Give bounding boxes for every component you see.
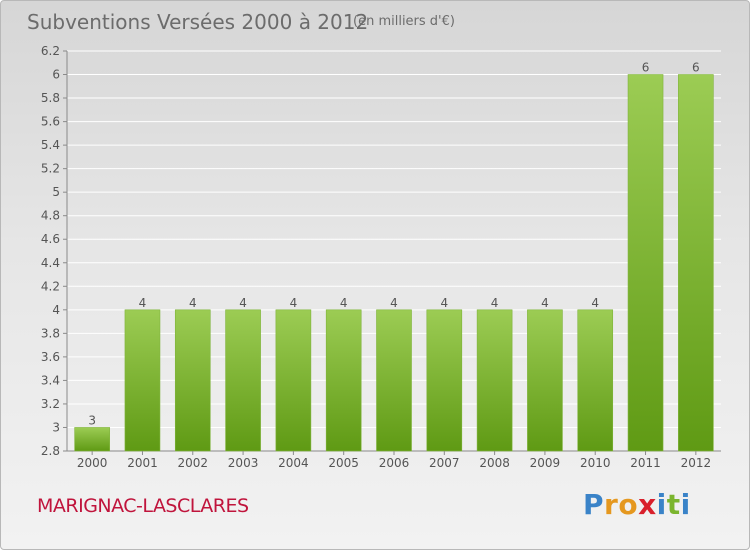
x-tick-label: 2012 [681, 456, 712, 470]
data-label: 3 [88, 413, 96, 427]
y-tick-label: 4.4 [41, 256, 60, 270]
y-tick-label: 4.8 [41, 209, 60, 223]
y-tick-label: 5.6 [41, 115, 60, 129]
y-tick-label: 2.8 [41, 444, 60, 458]
x-tick-label: 2007 [429, 456, 460, 470]
bar [325, 309, 362, 452]
place-name: MARIGNAC-LASCLARES [37, 495, 249, 517]
data-label: 6 [642, 61, 650, 75]
data-label: 4 [139, 296, 147, 310]
data-label: 4 [440, 296, 448, 310]
bar [577, 309, 614, 452]
bar [627, 74, 664, 452]
data-label: 4 [390, 296, 398, 310]
bar [527, 309, 563, 452]
x-tick-label: 2008 [479, 456, 510, 470]
logo-letter: P [583, 488, 605, 521]
y-tick-label: 3.4 [41, 373, 60, 387]
bar [225, 309, 261, 452]
y-tick-label: 4 [52, 303, 60, 317]
y-tick-label: 5.4 [41, 138, 60, 152]
logo-letter: i [680, 488, 691, 521]
proxiti-logo[interactable]: Proxiti [583, 488, 691, 521]
x-tick-label: 2004 [278, 456, 309, 470]
data-label: 4 [239, 296, 247, 310]
x-tick-label: 2011 [630, 456, 661, 470]
data-label: 6 [692, 61, 700, 75]
data-label: 4 [189, 296, 197, 310]
x-tick-label: 2003 [228, 456, 259, 470]
x-tick-label: 2000 [77, 456, 108, 470]
x-tick-label: 2001 [127, 456, 158, 470]
bar [124, 309, 161, 452]
y-tick-label: 5.2 [41, 162, 60, 176]
logo-letter: r [604, 488, 619, 521]
bar [174, 309, 211, 452]
y-tick-label: 3.2 [41, 397, 60, 411]
y-tick-label: 3.6 [41, 350, 60, 364]
bar [74, 427, 110, 452]
data-label: 4 [290, 296, 298, 310]
bar [426, 309, 463, 452]
x-tick-label: 2010 [580, 456, 611, 470]
logo-letter: t [666, 488, 681, 521]
y-tick-label: 6.2 [41, 44, 60, 58]
data-label: 4 [340, 296, 348, 310]
y-tick-label: 4.2 [41, 279, 60, 293]
bar [476, 309, 513, 452]
bar [376, 309, 412, 452]
bar [275, 309, 312, 452]
y-tick-label: 5.8 [41, 91, 60, 105]
y-tick-label: 4.6 [41, 232, 60, 246]
y-tick-label: 3 [52, 420, 60, 434]
y-tick-label: 3.8 [41, 326, 60, 340]
data-label: 4 [591, 296, 599, 310]
logo-letter: x [638, 488, 657, 521]
logo-letter: i [656, 488, 667, 521]
bar [678, 74, 714, 452]
x-tick-label: 2002 [177, 456, 208, 470]
data-label: 4 [491, 296, 499, 310]
x-tick-label: 2006 [379, 456, 410, 470]
chart-title: Subventions Versées 2000 à 2012 [27, 10, 369, 34]
y-tick-label: 5 [52, 185, 60, 199]
x-tick-label: 2009 [530, 456, 561, 470]
y-tick-label: 6 [52, 68, 60, 82]
x-tick-label: 2005 [328, 456, 359, 470]
data-label: 4 [541, 296, 549, 310]
chart-unit: (en milliers d'€) [353, 14, 455, 29]
logo-letter: o [618, 488, 639, 521]
